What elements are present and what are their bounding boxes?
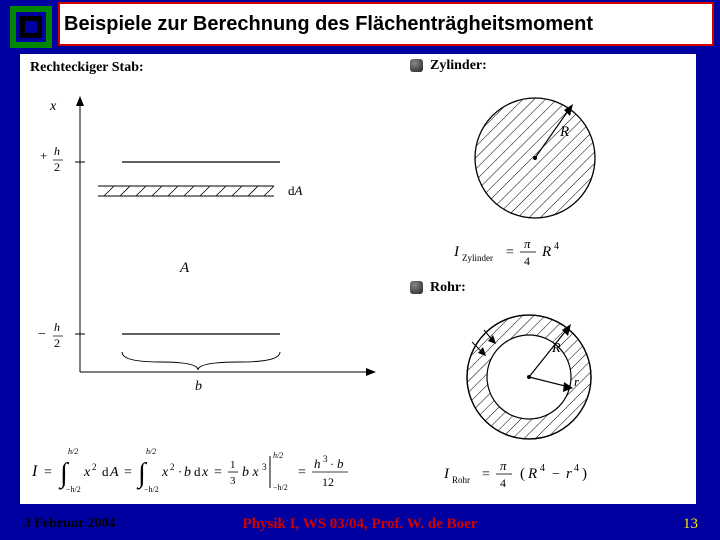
tick-upper: + bbox=[40, 148, 47, 163]
svg-text:h/2: h/2 bbox=[273, 451, 283, 460]
svg-text:4: 4 bbox=[540, 463, 545, 474]
svg-text:3: 3 bbox=[323, 454, 328, 464]
svg-text:2: 2 bbox=[92, 462, 97, 472]
svg-text:−: − bbox=[38, 327, 46, 342]
svg-text:2: 2 bbox=[54, 336, 60, 350]
svg-text:=: = bbox=[44, 465, 52, 480]
svg-text:3: 3 bbox=[262, 462, 267, 472]
svg-text:−: − bbox=[552, 467, 560, 482]
svg-text:h: h bbox=[314, 456, 321, 471]
svg-text:I: I bbox=[453, 244, 460, 260]
rohr-formula: I Rohr = π 4 ( R 4 − r 4 ) bbox=[440, 456, 670, 490]
svg-text:−h/2: −h/2 bbox=[66, 485, 81, 494]
svg-text:I: I bbox=[31, 463, 38, 480]
rohr-heading: Rohr: bbox=[410, 280, 680, 296]
rohr-diagram: R r bbox=[434, 302, 644, 452]
footer: 3 Februar 2004 Physik I, WS 03/04, Prof.… bbox=[0, 508, 720, 540]
svg-text:·: · bbox=[178, 464, 182, 479]
svg-text:h: h bbox=[54, 144, 60, 158]
svg-text:b: b bbox=[337, 456, 344, 471]
svg-text:12: 12 bbox=[322, 475, 334, 489]
slide-title: Beispiele zur Berechnung des Flächenträg… bbox=[64, 13, 593, 36]
A-label: A bbox=[179, 260, 190, 276]
svg-text:=: = bbox=[124, 465, 132, 480]
svg-text:4: 4 bbox=[500, 476, 506, 490]
svg-text:4: 4 bbox=[524, 254, 530, 268]
svg-text:−h/2: −h/2 bbox=[144, 485, 159, 494]
svg-text:h/2: h/2 bbox=[146, 447, 156, 456]
b-label: b bbox=[195, 379, 202, 394]
footer-center: Physik I, WS 03/04, Prof. W. de Boer bbox=[243, 516, 478, 533]
logo-icon bbox=[10, 6, 52, 48]
svg-text:x: x bbox=[161, 465, 169, 480]
left-column: Rechteckiger Stab: x + h 2 − h 2 bbox=[30, 60, 390, 500]
svg-text:4: 4 bbox=[574, 463, 579, 474]
svg-text:d: d bbox=[102, 464, 109, 479]
axis-x-label: x bbox=[49, 99, 57, 114]
svg-text:b x: b x bbox=[242, 465, 260, 480]
footer-date: 3 Februar 2004 bbox=[24, 516, 116, 532]
svg-text:r: r bbox=[566, 466, 572, 482]
zylinder-diagram: R bbox=[440, 80, 640, 230]
dA-label: dA bbox=[288, 183, 303, 198]
svg-text:2: 2 bbox=[170, 462, 175, 472]
slide-content: Rechteckiger Stab: x + h 2 − h 2 bbox=[20, 54, 696, 504]
svg-text:Zylinder: Zylinder bbox=[462, 253, 493, 263]
svg-text:4: 4 bbox=[554, 241, 559, 252]
svg-text:R: R bbox=[527, 466, 537, 482]
svg-text:h/2: h/2 bbox=[68, 447, 78, 456]
svg-text:=: = bbox=[482, 467, 490, 482]
zylinder-formula: I Zylinder = π 4 R 4 bbox=[450, 234, 650, 268]
svg-text:2: 2 bbox=[54, 160, 60, 174]
svg-text:π: π bbox=[500, 458, 507, 473]
rect-heading: Rechteckiger Stab: bbox=[30, 60, 390, 76]
svg-text:I: I bbox=[443, 466, 450, 482]
svg-text:1: 1 bbox=[230, 459, 236, 471]
svg-text:=: = bbox=[506, 245, 514, 260]
svg-text:x: x bbox=[83, 465, 91, 480]
svg-text:A: A bbox=[109, 465, 119, 480]
svg-text:π: π bbox=[524, 236, 531, 251]
svg-text:d: d bbox=[194, 464, 201, 479]
svg-text:3: 3 bbox=[230, 475, 236, 487]
svg-text:=: = bbox=[214, 465, 222, 480]
svg-text:): ) bbox=[582, 466, 587, 482]
footer-page: 13 bbox=[683, 516, 698, 533]
svg-text:Rohr: Rohr bbox=[452, 475, 470, 485]
title-bar: Beispiele zur Berechnung des Flächenträg… bbox=[58, 2, 714, 46]
svg-text:(: ( bbox=[520, 466, 525, 482]
svg-text:h: h bbox=[54, 320, 60, 334]
right-column: Zylinder: R I Zylinder = π 4 R 4 Rohr bbox=[410, 58, 680, 498]
rohr-R: R bbox=[551, 341, 561, 356]
zyl-R: R bbox=[559, 124, 569, 140]
rect-integral: I = ∫ h/2 −h/2 x 2 d A = ∫ h/2 −h/2 x 2 … bbox=[30, 440, 388, 500]
zylinder-heading: Zylinder: bbox=[410, 58, 680, 74]
rect-diagram: x + h 2 − h 2 bbox=[30, 82, 390, 422]
svg-text:R: R bbox=[541, 244, 551, 260]
svg-text:·: · bbox=[330, 457, 334, 471]
svg-text:−h/2: −h/2 bbox=[273, 483, 288, 492]
svg-text:=: = bbox=[298, 465, 306, 480]
svg-text:b: b bbox=[184, 465, 191, 480]
svg-text:x: x bbox=[201, 465, 209, 480]
